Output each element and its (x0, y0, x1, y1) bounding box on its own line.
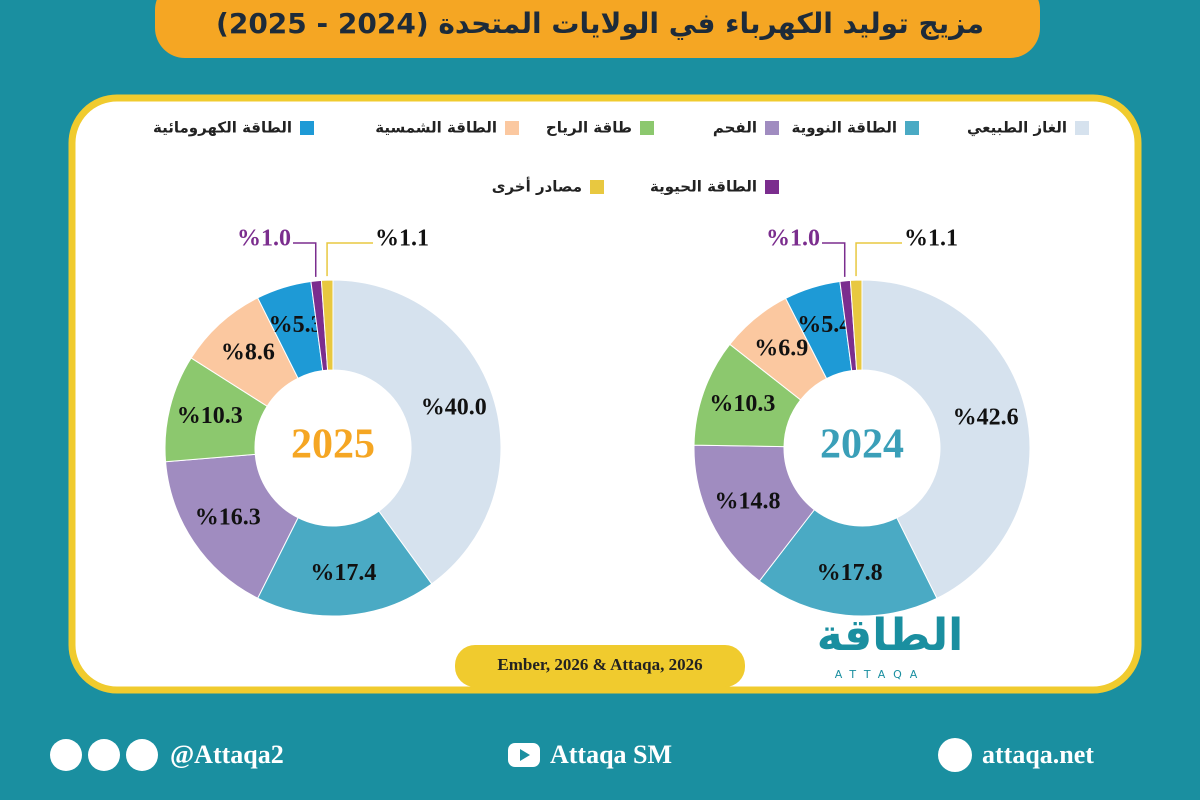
legend-swatch (765, 121, 779, 135)
logo-latin: ATTAQA (835, 668, 926, 681)
instagram-icon[interactable] (88, 739, 120, 771)
slice (257, 510, 433, 617)
legend-swatch (905, 121, 919, 135)
legend-swatch (300, 121, 314, 135)
value-label: %1.1 (375, 226, 429, 252)
legend-label: الطاقة الكهرومائية (153, 119, 292, 137)
social-handle: @Attaqa2 (170, 740, 284, 769)
source-pill (455, 645, 745, 687)
title-banner (155, 0, 1040, 58)
website: attaqa.net (982, 740, 1094, 769)
legend-label: الطاقة النووية (791, 119, 897, 137)
charts: الغاز الطبيعي الطاقة النووية الفحم طاقة الر… (153, 119, 1089, 617)
value-label: %8.6 (221, 339, 275, 365)
logo-arabic: الطاقة (817, 610, 963, 661)
legend-label: الطاقة الشمسية (375, 119, 497, 137)
value-label: %10.3 (709, 391, 775, 417)
value-label: %5.3 (269, 312, 323, 338)
leader-line (293, 242, 317, 277)
web-icon[interactable] (938, 738, 972, 772)
value-label: %16.3 (195, 505, 261, 531)
legend-swatch (1075, 121, 1089, 135)
title: مزيج توليد الكهرباء في الولايات المتحدة … (216, 7, 984, 40)
legend-swatch (590, 180, 604, 194)
value-label: %17.8 (817, 560, 883, 586)
value-label: %17.4 (310, 560, 376, 586)
slice (165, 453, 299, 599)
value-label: %1.0 (766, 226, 820, 252)
slice (693, 444, 816, 582)
value-label: %1.0 (237, 226, 291, 252)
value-label: %40.0 (421, 394, 487, 420)
x-icon[interactable] (50, 739, 82, 771)
slice (861, 279, 1031, 600)
legend-label: الفحم (713, 119, 757, 137)
value-label: %14.8 (715, 489, 781, 515)
legend-label: الطاقة الحيوية (650, 178, 757, 196)
leader-line (326, 242, 373, 277)
youtube-handle: Attaqa SM (550, 740, 672, 769)
slice (320, 279, 334, 371)
value-label: %42.6 (953, 404, 1019, 430)
value-label: %5.4 (797, 312, 851, 338)
source: Ember, 2026 & Attaqa, 2026 (497, 655, 702, 674)
facebook-icon[interactable] (126, 739, 158, 771)
center-label: 2024 (820, 422, 904, 468)
slice (849, 279, 863, 371)
youtube-play (520, 749, 530, 761)
leader-line (855, 242, 902, 277)
legend-label: الغاز الطبيعي (967, 119, 1067, 137)
center-label: 2025 (291, 422, 375, 468)
value-label: %6.9 (754, 335, 808, 361)
legend-swatch (765, 180, 779, 194)
legend-swatch (505, 121, 519, 135)
value-label: %1.1 (904, 226, 958, 252)
leader-line (822, 242, 846, 277)
slice (758, 509, 938, 617)
value-label: %10.3 (177, 403, 243, 429)
legend-label: مصادر أخرى (492, 177, 582, 196)
legend-label: طاقة الرياح (546, 119, 632, 137)
slice (332, 279, 502, 585)
legend-swatch (640, 121, 654, 135)
footer-icons (50, 738, 972, 772)
